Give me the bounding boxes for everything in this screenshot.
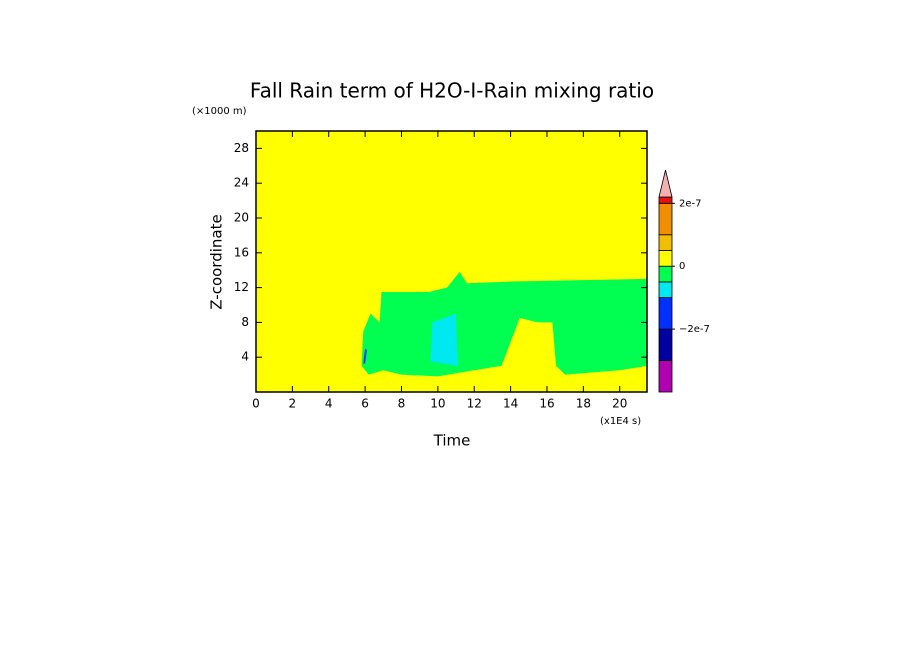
x-tick-label: 20	[612, 397, 627, 411]
y-tick-label: 16	[234, 245, 249, 259]
y-tick-label: 28	[234, 141, 249, 155]
x-tick-label: 10	[430, 397, 445, 411]
colorbar-band	[658, 196, 673, 204]
contour-region	[430, 313, 458, 366]
x-tick-label: 0	[252, 397, 260, 411]
x-tick-label: 18	[576, 397, 591, 411]
colorbar-tick-label: −2e-7	[679, 324, 710, 335]
x-tick-label: 14	[503, 397, 518, 411]
colorbar-band	[658, 297, 673, 330]
colorbar-band	[658, 360, 673, 393]
x-tick-label: 4	[325, 397, 333, 411]
x-tick-label: 12	[467, 397, 482, 411]
colorbar-band	[658, 202, 673, 236]
y-tick-label: 24	[234, 176, 249, 190]
colorbar-extend	[658, 169, 673, 198]
x-tick-label: 8	[398, 397, 406, 411]
colorbar-band	[658, 234, 673, 251]
y-unit: (×1000 m)	[192, 106, 247, 117]
x-tick-label: 2	[289, 397, 297, 411]
colorbar-band	[658, 328, 673, 361]
y-tick-label: 20	[234, 211, 249, 225]
colorbar-tick-label: 2e-7	[679, 198, 702, 209]
colorbar-band	[658, 281, 673, 299]
colorbar-band	[658, 250, 673, 267]
chart-title: Fall Rain term of H2O-I-Rain mixing rati…	[250, 79, 654, 103]
y-tick-label: 4	[241, 350, 249, 364]
plot-frame	[255, 130, 648, 393]
contour-region	[363, 348, 367, 365]
x-tick-label: 16	[539, 397, 554, 411]
x-unit: (x1E4 s)	[600, 416, 641, 427]
x-tick-label: 6	[361, 397, 369, 411]
colorbar-tick-label: 0	[679, 261, 685, 272]
contour-region	[525, 335, 547, 366]
y-tick-label: 12	[234, 280, 249, 294]
y-tick-label: 8	[241, 315, 249, 329]
y-axis-label: Z-coordinate	[208, 214, 226, 309]
x-axis-label: Time	[433, 432, 471, 450]
colorbar-band	[658, 265, 673, 283]
